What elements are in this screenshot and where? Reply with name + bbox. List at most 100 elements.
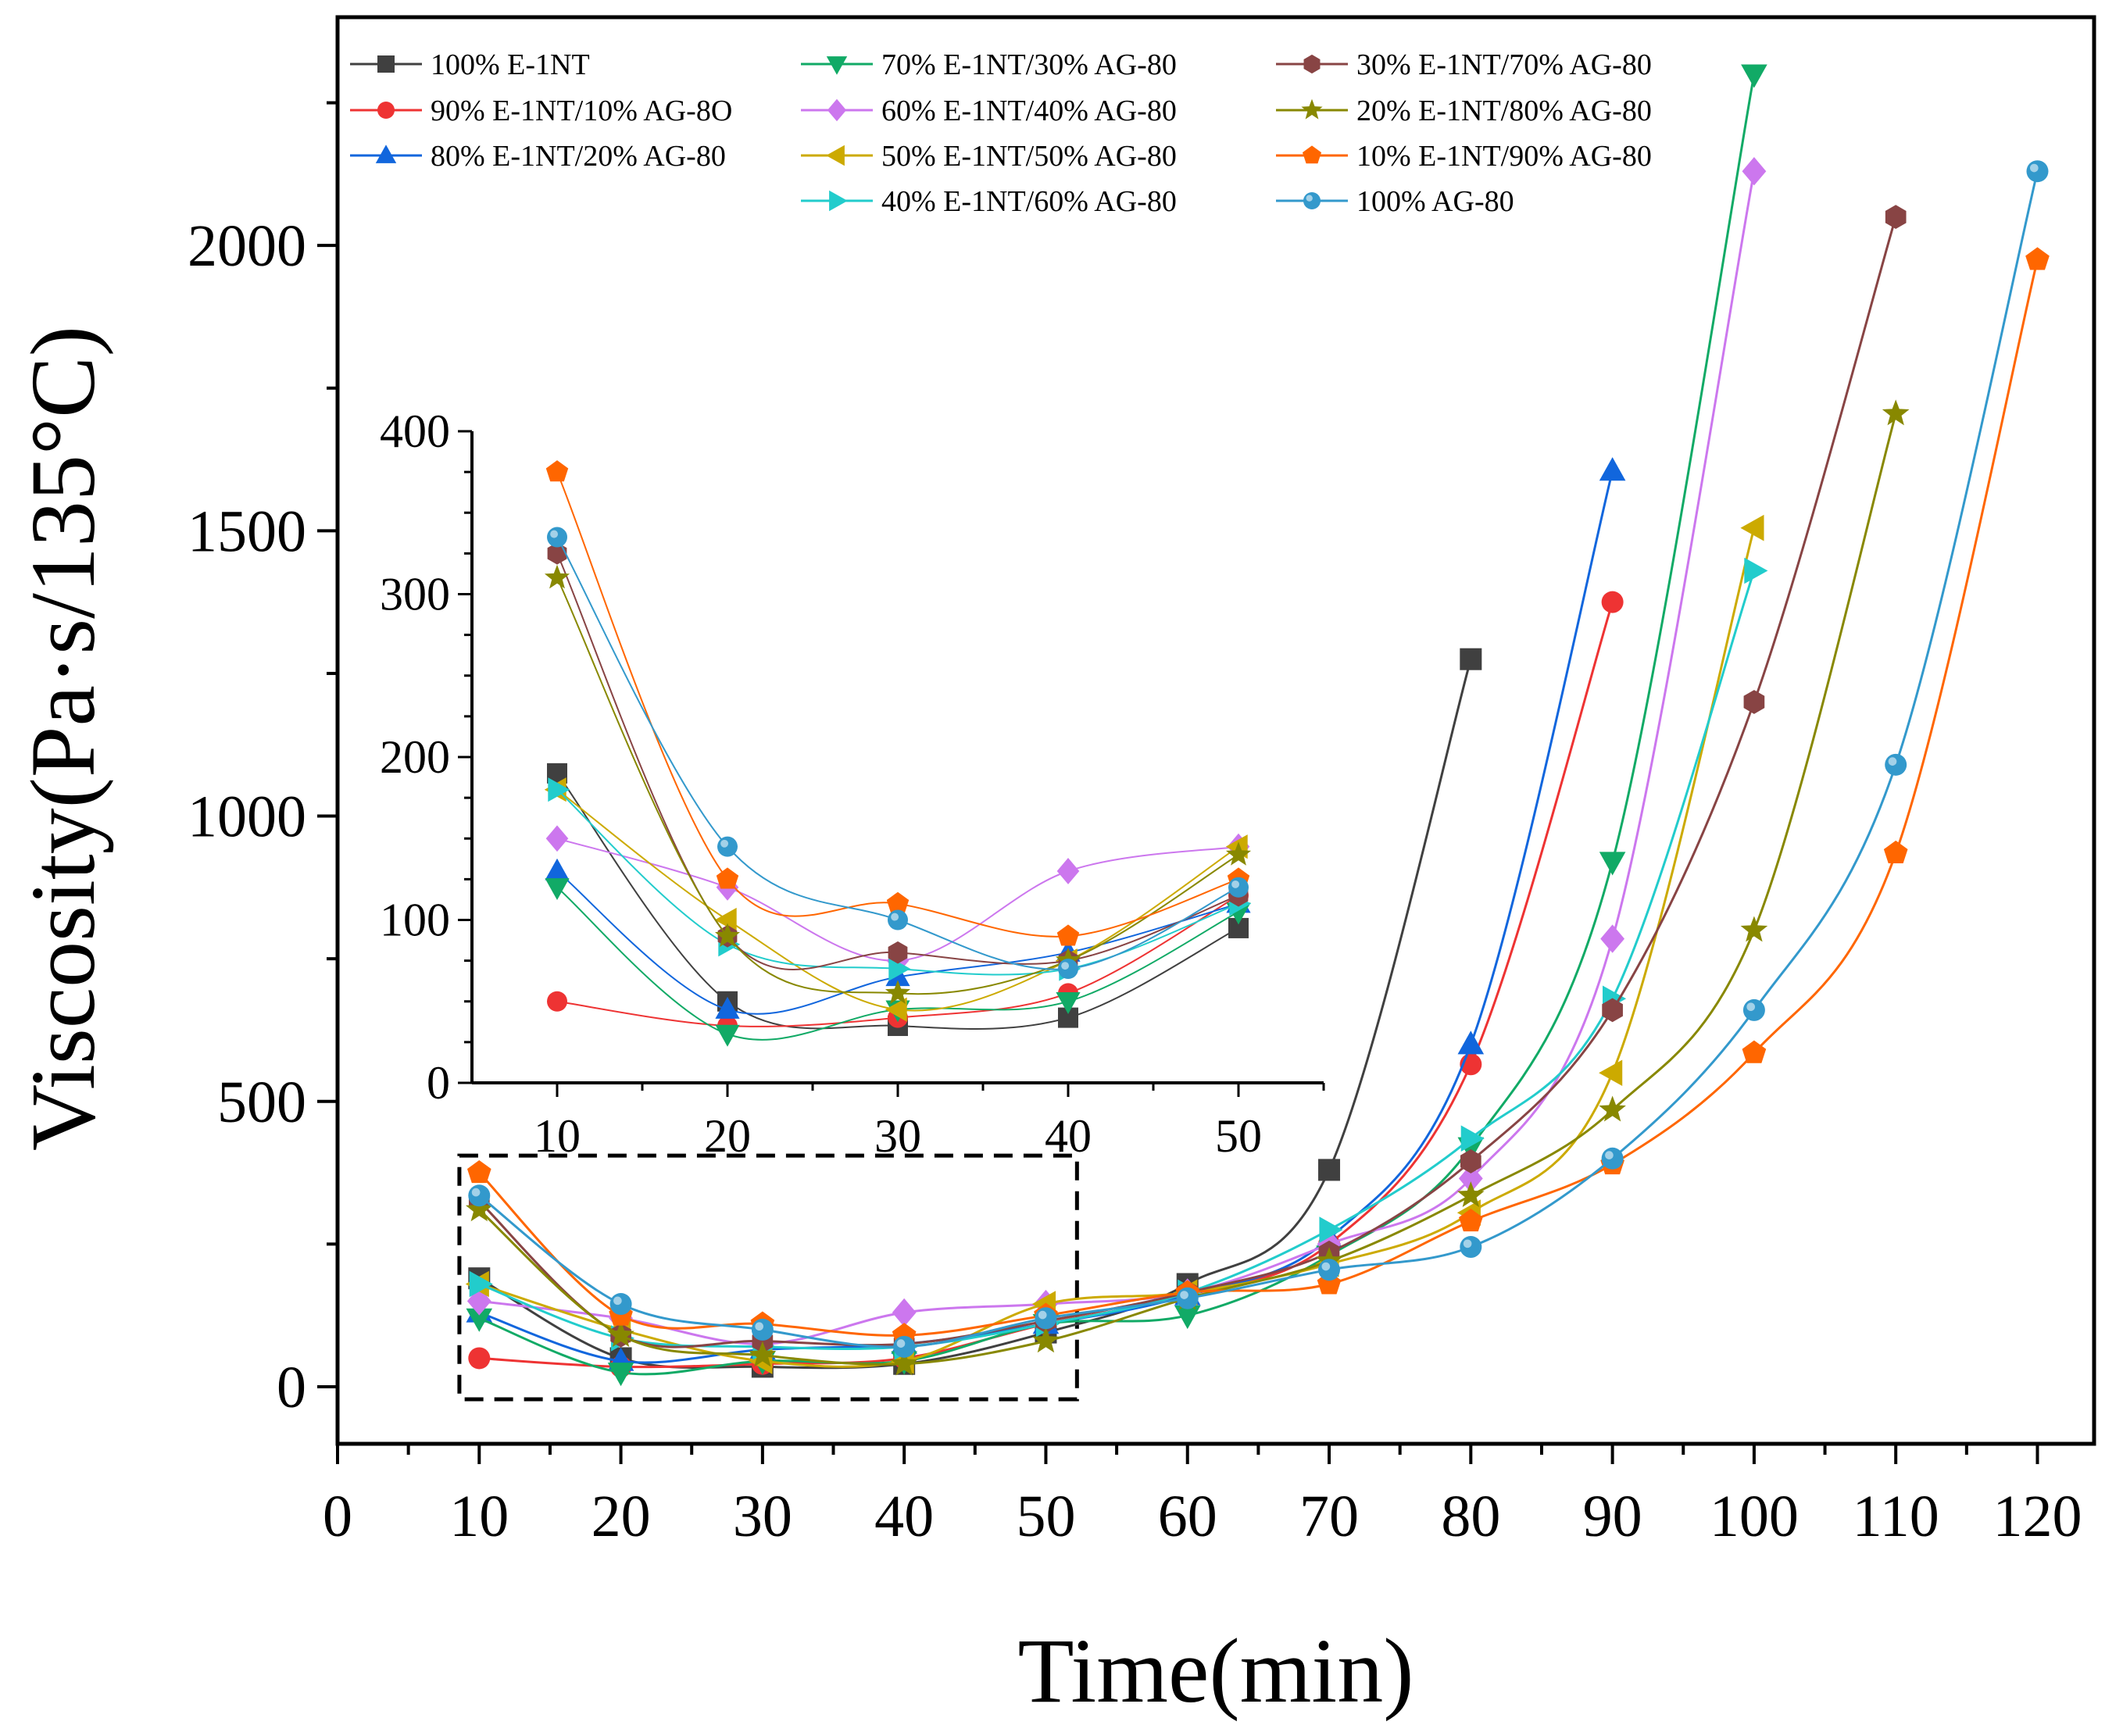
series-2 <box>468 591 1624 1378</box>
data-point <box>1460 1149 1481 1173</box>
legend-label: 80% E-1NT/20% AG-80 <box>431 140 726 173</box>
data-point <box>1741 64 1767 88</box>
inset-data-point <box>714 923 741 948</box>
y-tick-label: 1500 <box>188 498 306 564</box>
y-tick-label: 2000 <box>188 213 306 279</box>
legend-label: 90% E-1NT/10% AG-8O <box>431 95 732 127</box>
data-point <box>1599 1095 1626 1122</box>
data-point <box>1742 1040 1767 1063</box>
legend-entry-4: 70% E-1NT/30% AG-80 <box>801 48 1177 81</box>
y-tick-label: 0 <box>277 1355 306 1420</box>
inset-data-point <box>714 907 737 933</box>
series-line <box>478 170 2039 1348</box>
data-point <box>1457 1181 1485 1208</box>
series-3 <box>466 457 1626 1371</box>
legend-marker <box>826 145 845 166</box>
inset-series-line <box>556 577 1239 995</box>
inset-data-point <box>545 858 570 881</box>
inset-data-point <box>717 836 738 857</box>
inset-series-10 <box>545 460 1250 946</box>
data-point <box>1032 1327 1060 1353</box>
data-point <box>1318 1259 1341 1281</box>
legend-entry-10: 10% E-1NT/90% AG-80 <box>1276 140 1652 173</box>
data-point-shine <box>613 1296 622 1306</box>
inset-data-point-shine <box>550 530 559 538</box>
y-axis-title: Viscosity(Pa·s/135°C) <box>12 326 114 1151</box>
inset-data-point-shine <box>1061 962 1070 970</box>
data-point <box>1599 852 1626 876</box>
inset-data-point <box>1058 959 1078 980</box>
data-point <box>1601 591 1624 613</box>
x-tick-label: 120 <box>1993 1484 2082 1549</box>
x-tick-label: 10 <box>449 1484 509 1549</box>
series-line <box>478 259 2039 1337</box>
legend-marker <box>1303 192 1321 209</box>
data-point <box>751 1318 774 1341</box>
data-point <box>466 1159 491 1184</box>
legend-marker <box>377 102 395 119</box>
legend-entry-2: 90% E-1NT/10% AG-8O <box>350 95 732 127</box>
data-point <box>466 1308 493 1332</box>
inset-data-point <box>547 527 567 548</box>
data-point-shine <box>1321 1262 1331 1271</box>
legend-marker <box>826 56 848 75</box>
main-plot-frame <box>335 15 2096 1446</box>
inset-data-point-shine <box>1231 880 1240 888</box>
data-point-shine <box>1463 1239 1472 1248</box>
data-point-shine <box>2029 163 2039 173</box>
x-tick-label: 50 <box>1016 1484 1075 1549</box>
inset-x-tick-label: 40 <box>1045 1110 1092 1162</box>
inset-x-tick-label: 20 <box>704 1110 751 1162</box>
inset-data-point <box>548 777 570 802</box>
legend-marker <box>829 190 848 212</box>
legend-entry-9: 20% E-1NT/80% AG-80 <box>1276 95 1652 127</box>
inset-data-point <box>545 460 569 482</box>
series-4 <box>466 64 1767 1387</box>
data-point <box>1457 1031 1485 1055</box>
inset-series-line <box>556 773 1239 1030</box>
data-point-shine <box>755 1322 763 1331</box>
inset-data-point <box>888 909 908 931</box>
inset-data-point <box>716 867 739 889</box>
x-tick-label: 20 <box>592 1484 651 1549</box>
data-point <box>1882 399 1910 426</box>
inset-series-line <box>556 471 1239 938</box>
data-point-shine <box>1180 1291 1188 1299</box>
inset-plot: 10 20 30 40 50 0 100 200 300 400 <box>380 405 1325 1162</box>
legend-label: 100% E-1NT <box>431 48 590 81</box>
x-tick-label: 70 <box>1299 1484 1359 1549</box>
data-point <box>2025 247 2050 270</box>
data-point <box>749 1341 777 1367</box>
inset-data-point <box>545 878 570 901</box>
data-point-shine <box>1605 1151 1614 1159</box>
data-point <box>468 1347 491 1370</box>
data-point <box>1740 916 1768 942</box>
inset-y-tick-label: 0 <box>427 1057 450 1109</box>
data-point-shine <box>471 1188 481 1197</box>
y-tick-label: 1000 <box>188 784 306 850</box>
y-tick-label: 500 <box>217 1070 306 1135</box>
inset-x-tick-label: 50 <box>1215 1110 1262 1162</box>
inset-data-point <box>1056 924 1080 946</box>
inset-data-point <box>715 996 740 1019</box>
data-point <box>893 1335 916 1358</box>
series-line <box>479 170 1756 1345</box>
data-point <box>469 1270 493 1298</box>
data-point <box>1174 1306 1201 1330</box>
data-point <box>1602 998 1623 1023</box>
series-line <box>478 470 1614 1364</box>
legend-entry-5: 60% E-1NT/40% AG-80 <box>801 95 1177 127</box>
inset-data-point <box>715 1024 740 1047</box>
data-point <box>2026 160 2049 183</box>
data-point <box>1601 1147 1624 1170</box>
legend-label: 100% AG-80 <box>1356 185 1514 218</box>
data-point-shine <box>1038 1310 1047 1320</box>
data-point <box>1460 1125 1485 1152</box>
data-point <box>1460 1236 1482 1259</box>
data-point-shine <box>1746 1002 1756 1012</box>
legend-label: 70% E-1NT/30% AG-80 <box>881 48 1177 81</box>
inset-data-point <box>885 997 907 1022</box>
data-point <box>607 1321 634 1347</box>
main-plot: 0 10 20 30 40 50 60 70 80 90 100 110 120050010001500… <box>12 15 2096 1722</box>
